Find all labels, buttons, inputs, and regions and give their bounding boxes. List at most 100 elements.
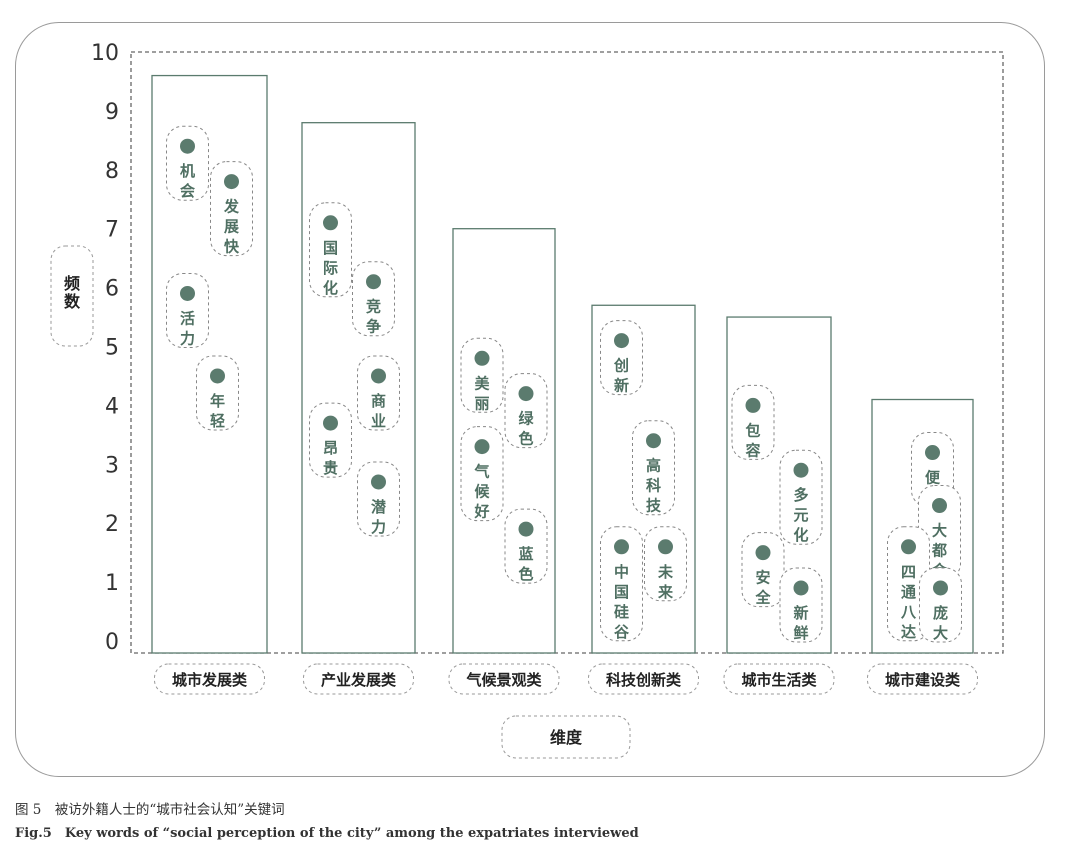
keyword-dot — [793, 462, 809, 478]
y-tick-label: 5 — [105, 336, 119, 361]
keyword-label: 绿 — [518, 410, 534, 428]
keyword-box — [741, 532, 785, 608]
keyword-label: 硅 — [614, 603, 629, 621]
plot-border — [130, 51, 1004, 654]
keyword-dot — [371, 474, 386, 490]
keyword-dot — [371, 368, 386, 384]
keyword-dot — [323, 215, 338, 231]
keyword-box — [460, 426, 504, 522]
keyword-label: 未 — [657, 563, 674, 581]
keyword-box — [779, 567, 823, 643]
keyword-label: 大 — [932, 522, 947, 540]
keyword-dot — [323, 415, 338, 431]
y-tick-label: 4 — [105, 394, 119, 419]
keyword-dot — [745, 397, 761, 413]
keyword-box — [504, 373, 548, 449]
keyword-label: 际 — [323, 259, 338, 277]
y-tick-label: 3 — [105, 453, 119, 478]
keyword-label: 大 — [933, 624, 948, 642]
keyword-box — [600, 526, 643, 642]
category-label: 城市建设类 — [885, 671, 961, 689]
keyword-label: 化 — [323, 279, 338, 297]
keyword-box — [357, 355, 400, 431]
keyword-label: 创 — [613, 357, 629, 375]
keyword-box — [210, 161, 253, 257]
keyword-label: 中 — [614, 563, 629, 581]
keyword-dot — [793, 580, 809, 596]
keyword-box — [779, 449, 823, 545]
keyword-box — [919, 567, 962, 643]
keyword-label: 轻 — [210, 412, 225, 430]
keyword-label: 多 — [793, 486, 808, 504]
keyword-dot — [210, 368, 225, 384]
keyword-label: 全 — [754, 589, 771, 607]
y-tick-label: 8 — [105, 159, 119, 184]
figure-caption-en: Fig.5 Key words of “social perception of… — [15, 826, 639, 841]
category-label-box — [588, 663, 699, 695]
keyword-label: 商 — [371, 392, 386, 410]
y-tick-label: 9 — [105, 100, 119, 125]
keyword-label: 色 — [518, 565, 533, 583]
keyword-label: 争 — [366, 318, 381, 336]
keyword-dot — [224, 174, 239, 190]
keyword-dot — [180, 285, 195, 301]
keyword-label: 业 — [371, 412, 386, 430]
keyword-box — [309, 202, 352, 298]
keyword-label: 色 — [518, 430, 533, 448]
keyword-dot — [614, 539, 629, 555]
keyword-label: 昂 — [323, 439, 338, 457]
keyword-dot — [658, 539, 673, 555]
y-tick-label: 10 — [91, 41, 119, 66]
y-tick-label: 0 — [105, 630, 119, 655]
keyword-label: 化 — [793, 526, 808, 544]
keyword-label: 庞 — [933, 604, 948, 622]
keyword-label: 气 — [473, 463, 489, 481]
keyword-label: 通 — [901, 583, 916, 601]
keyword-box — [196, 355, 239, 431]
keyword-box — [166, 125, 209, 201]
keyword-label: 好 — [473, 503, 489, 521]
category-label-box — [154, 663, 265, 695]
keyword-label: 达 — [901, 623, 916, 641]
keyword-label: 机 — [180, 162, 195, 180]
keyword-box — [352, 261, 395, 337]
keyword-dot — [180, 138, 195, 154]
category-label: 城市发展类 — [172, 671, 248, 689]
keyword-dot — [366, 274, 381, 290]
keyword-label: 国 — [614, 583, 629, 601]
y-axis-label-char: 数 — [64, 292, 81, 311]
keyword-box — [166, 272, 209, 348]
keyword-label: 力 — [180, 329, 195, 347]
category-label-box — [723, 663, 835, 695]
keyword-label: 候 — [474, 483, 490, 501]
y-tick-label: 2 — [105, 512, 119, 537]
chart-frame — [15, 22, 1045, 777]
keyword-dot — [518, 386, 534, 402]
keyword-dot — [901, 539, 916, 555]
keyword-box — [600, 320, 643, 396]
keyword-dot — [646, 433, 661, 449]
keyword-label: 高 — [646, 457, 661, 475]
keyword-label: 新 — [793, 604, 808, 622]
category-label: 产业发展类 — [321, 671, 397, 689]
keyword-label: 发 — [223, 198, 240, 216]
figure-caption-cn: 图 5 被访外籍人士的“城市社会认知”关键词 — [15, 802, 285, 818]
keyword-label: 安 — [755, 569, 770, 587]
keyword-label: 潜 — [371, 498, 387, 516]
keyword-dot — [755, 545, 771, 561]
keyword-label: 八 — [900, 603, 917, 621]
keyword-label: 四 — [901, 563, 916, 581]
keyword-dot — [614, 333, 629, 349]
keyword-box — [632, 420, 675, 516]
keyword-label: 新 — [614, 377, 629, 395]
keyword-label: 都 — [931, 542, 947, 560]
keyword-label: 国 — [323, 239, 338, 257]
keyword-dot — [474, 350, 490, 366]
category-label: 科技创新类 — [606, 671, 682, 689]
keyword-label: 展 — [224, 218, 239, 236]
keyword-box — [309, 402, 352, 478]
y-axis-label-char: 频 — [64, 274, 80, 293]
keyword-dot — [474, 439, 490, 455]
keyword-label: 来 — [657, 583, 674, 601]
keyword-label: 丽 — [474, 394, 489, 412]
